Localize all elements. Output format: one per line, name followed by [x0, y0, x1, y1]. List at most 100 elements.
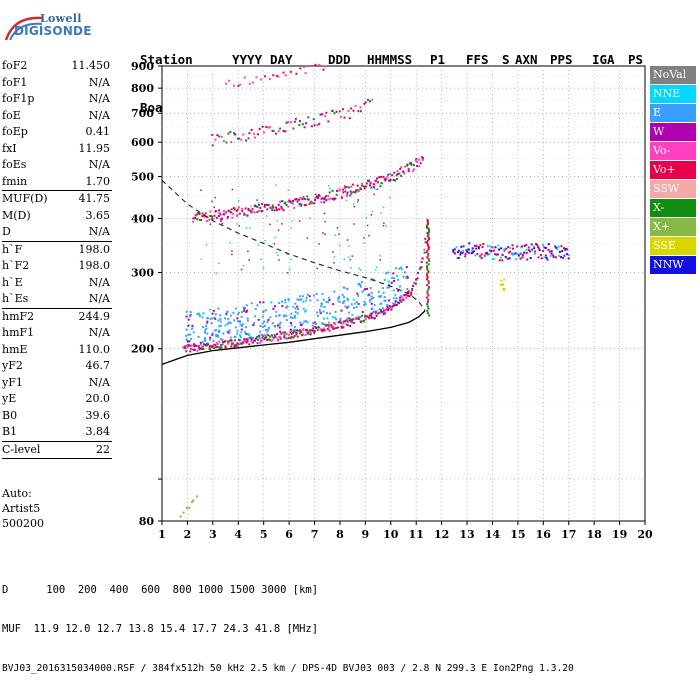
second-hop-echo — [289, 201, 292, 204]
oblique-echo — [499, 256, 502, 259]
spread-echo-point — [314, 323, 317, 326]
spread-echo-point — [296, 312, 299, 315]
spread-echo-point — [196, 313, 199, 316]
spread-echo-point — [323, 306, 326, 309]
oblique-echo — [533, 247, 536, 250]
third-hop-echo — [305, 122, 308, 125]
first-hop-echo — [269, 335, 272, 338]
spread-echo-point — [185, 310, 188, 313]
oblique-echo — [550, 252, 553, 255]
third-hop-echo — [216, 134, 219, 137]
third-hop-echo — [301, 123, 304, 126]
spread-echo-point — [211, 332, 214, 335]
second-hop-echo — [253, 204, 256, 207]
first-hop-echo — [388, 304, 391, 307]
fourth-hop-echo — [275, 74, 278, 77]
spread-echo-point — [243, 309, 246, 312]
oblique-echo — [508, 257, 511, 260]
first-hop-echo — [414, 282, 417, 285]
first-hop-echo — [220, 343, 223, 346]
digisonde-logo: Lowell DIGISONDE — [4, 10, 91, 44]
scatter-echo-point — [309, 201, 312, 203]
spread-echo-point — [205, 325, 208, 328]
first-hop-echo — [408, 295, 411, 298]
third-hop-echo — [271, 129, 274, 132]
oblique-echo — [456, 257, 459, 260]
first-hop-echo — [258, 335, 261, 338]
spread-echo-point — [294, 311, 297, 314]
scatter-echo-point — [316, 267, 319, 270]
second-hop-echo — [285, 204, 288, 207]
fourth-hop-echo — [228, 79, 231, 82]
second-hop-echo — [317, 194, 320, 197]
oblique-echo — [460, 245, 463, 248]
spread-echo-point — [370, 295, 373, 298]
param-name: foE — [2, 108, 21, 122]
second-hop-echo — [376, 181, 379, 184]
spread-echo-point — [394, 293, 397, 296]
param-name: fmin — [2, 174, 28, 188]
oblique-echo — [531, 248, 534, 251]
param-name: MUF(D) — [2, 192, 48, 205]
first-hop-echo — [300, 334, 303, 337]
spread-echo-point — [245, 311, 248, 314]
oblique-echo — [464, 255, 467, 258]
cusp-echo — [427, 252, 430, 255]
second-hop-echo — [253, 211, 256, 214]
oblique-echo — [519, 257, 522, 260]
scatter-echo-point — [365, 217, 368, 219]
second-hop-echo — [306, 195, 309, 198]
first-hop-echo — [261, 335, 264, 338]
third-hop-echo — [294, 117, 297, 120]
third-hop-echo — [250, 128, 253, 131]
spread-echo-point — [392, 272, 395, 275]
second-hop-echo — [261, 210, 264, 213]
scatter-echo-point — [213, 206, 215, 209]
second-hop-echo — [205, 220, 208, 223]
param-row: h`F 198.0 — [2, 242, 112, 259]
legend-item: SSE — [650, 237, 696, 255]
cusp-echo — [426, 268, 429, 271]
param-row: foF2 11.450 — [2, 58, 112, 75]
first-hop-echo — [260, 339, 263, 342]
y-tick-label: 500 — [131, 170, 154, 183]
spread-echo-point — [380, 295, 383, 298]
spread-echo-point — [371, 307, 374, 310]
oblique-echo — [507, 246, 510, 249]
second-hop-echo — [369, 181, 372, 184]
second-hop-echo — [407, 168, 410, 171]
first-hop-echo — [423, 251, 426, 254]
first-hop-echo — [265, 336, 268, 339]
first-hop-echo — [218, 346, 221, 349]
second-hop-echo — [298, 202, 301, 205]
cusp-echo — [425, 261, 428, 264]
cusp-echo — [427, 236, 430, 239]
second-hop-echo — [360, 184, 363, 187]
cusp-echo — [427, 263, 430, 266]
spread-echo-point — [397, 278, 400, 281]
first-hop-echo — [276, 338, 279, 341]
second-hop-echo — [331, 189, 334, 192]
header-field: S — [502, 52, 510, 67]
second-hop-echo — [246, 214, 249, 217]
oblique-echo — [567, 257, 570, 260]
first-hop-echo — [268, 338, 271, 341]
spread-echo-point — [291, 316, 294, 319]
scatter-echo-point — [343, 185, 346, 187]
x-tick-label: 3 — [209, 528, 217, 541]
first-hop-echo — [280, 332, 283, 335]
param-name: foEs — [2, 158, 27, 171]
second-hop-echo — [412, 170, 415, 173]
param-separator — [2, 307, 112, 309]
first-hop-echo — [315, 327, 318, 330]
first-hop-echo — [233, 345, 236, 348]
second-hop-echo — [269, 207, 272, 210]
spread-echo-point — [233, 319, 236, 322]
third-hop-echo — [347, 109, 350, 112]
first-hop-echo — [411, 289, 414, 292]
param-row: M(D) 3.65 — [2, 208, 112, 225]
scatter-echo-point — [287, 271, 289, 274]
second-hop-echo — [194, 214, 197, 217]
sse-echo — [500, 279, 503, 282]
param-name: hmE — [2, 342, 28, 356]
